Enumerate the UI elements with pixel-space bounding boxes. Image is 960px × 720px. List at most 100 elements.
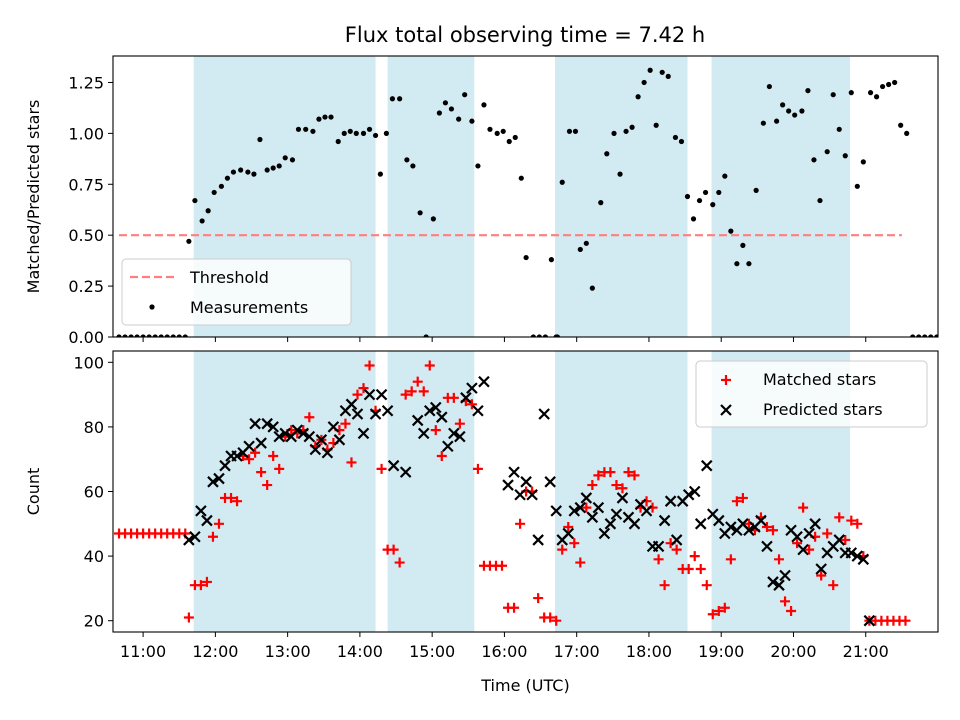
matched-star-point: [816, 570, 827, 581]
matched-star-point: [659, 580, 670, 591]
predicted-star-point: [568, 505, 581, 517]
measurement-point: [182, 334, 188, 337]
x-tick-label: 15:00: [409, 642, 455, 661]
observing-interval-band: [387, 351, 475, 632]
measurement-point: [904, 130, 910, 136]
predicted-star-point: [315, 434, 328, 446]
legend-predicted-swatch: [720, 404, 732, 416]
axes-frame: [112, 55, 939, 338]
measurement-point: [572, 128, 579, 134]
measurement-point: [647, 67, 653, 73]
y-axis-label: Count: [24, 468, 43, 516]
predicted-star-point: [725, 521, 737, 533]
predicted-star-point: [423, 404, 436, 417]
predicted-star-point: [189, 530, 201, 543]
predicted-star-point: [478, 375, 490, 388]
matched-star-point: [346, 457, 357, 468]
measurement-point: [170, 334, 176, 337]
measurement-point: [205, 208, 211, 214]
predicted-star-point: [550, 505, 562, 517]
measurement-point: [186, 238, 192, 244]
matched-star-point: [557, 544, 568, 555]
matched-star-point: [226, 492, 237, 503]
predicted-star-point: [369, 408, 382, 420]
measurement-point: [417, 210, 423, 216]
measurement-point: [230, 169, 237, 175]
measurement-point: [641, 79, 647, 86]
measurement-point: [854, 183, 860, 189]
predicted-star-point: [375, 388, 388, 401]
observing-interval-band: [711, 56, 851, 337]
predicted-star-point: [713, 514, 725, 527]
predicted-star-point: [803, 527, 815, 540]
predicted-star-point: [833, 534, 846, 546]
matched-star-point: [448, 392, 459, 403]
measurement-point: [559, 179, 565, 185]
legend-measurement-label: Measurements: [190, 298, 308, 317]
measurement-point: [940, 334, 945, 339]
matched-star-point: [232, 496, 243, 507]
matched-star-point: [250, 447, 261, 458]
predicted-star-point: [526, 488, 538, 501]
measurement-point: [506, 138, 512, 145]
y-tick-label: 60: [84, 483, 104, 502]
matched-star-point: [840, 534, 851, 545]
matched-star-point: [774, 554, 785, 565]
predicted-star-point: [267, 421, 279, 433]
matched-star-point: [701, 580, 712, 591]
predicted-star-point: [538, 408, 550, 420]
predicted-star-point: [658, 514, 671, 527]
y-tick-label: 0.75: [68, 175, 104, 194]
measurement-point: [494, 130, 500, 136]
measurement-point: [211, 189, 217, 196]
x-tick-label: 19:00: [698, 642, 744, 661]
matched-star-point: [454, 418, 465, 429]
ratio-panel: 0.00 0.25 0.50 0.75 1.00 1.25 Matched/Predicte…: [24, 55, 951, 347]
matched-star-point: [828, 580, 839, 591]
measurement-point: [523, 254, 529, 261]
measurement-point: [922, 334, 928, 337]
predicted-star-point: [664, 495, 677, 507]
measurement-point: [946, 334, 951, 339]
predicted-star-point: [502, 479, 514, 491]
predicted-star-point: [261, 417, 273, 430]
figure-title: Flux total observing time = 7.42 h: [345, 23, 705, 47]
matched-star-point: [731, 496, 742, 507]
measurement-point: [448, 106, 455, 112]
measurement-point: [316, 116, 322, 122]
predicted-star-point: [345, 398, 358, 411]
measurement-point: [328, 114, 334, 120]
legend-matched-swatch: [721, 375, 731, 385]
measurement-point: [746, 261, 752, 267]
matched-star-point: [268, 450, 279, 461]
measurement-point: [617, 171, 623, 177]
matched-star-point: [671, 544, 682, 555]
measurement-point: [289, 157, 296, 163]
measurement-point: [716, 189, 722, 196]
x-tick-label: 11:00: [120, 642, 166, 661]
predicted-star-point: [442, 440, 454, 453]
observing-interval-band: [193, 351, 376, 632]
measurement-point: [598, 200, 604, 206]
matched-star-point: [256, 467, 267, 478]
measurement-point: [224, 175, 231, 181]
predicted-star-point: [249, 417, 261, 430]
matched-star-point: [653, 554, 664, 565]
predicted-star-point: [231, 450, 243, 462]
measurement-point: [218, 183, 224, 189]
matched-star-point: [623, 467, 634, 478]
y-tick-label: 0.00: [68, 328, 104, 347]
matched-star-point: [804, 544, 815, 555]
x-tick-label: 13:00: [265, 642, 311, 661]
predicted-star-point: [586, 511, 599, 524]
y-tick-label: 40: [84, 547, 104, 566]
measurement-point: [842, 153, 848, 159]
measurement-point: [310, 128, 316, 134]
predicted-star-point: [321, 446, 334, 459]
matched-star-point: [719, 602, 730, 613]
measurement-point: [867, 90, 874, 96]
measurement-point: [548, 257, 554, 263]
predicted-star-point: [411, 414, 424, 427]
predicted-star-point: [532, 534, 544, 546]
